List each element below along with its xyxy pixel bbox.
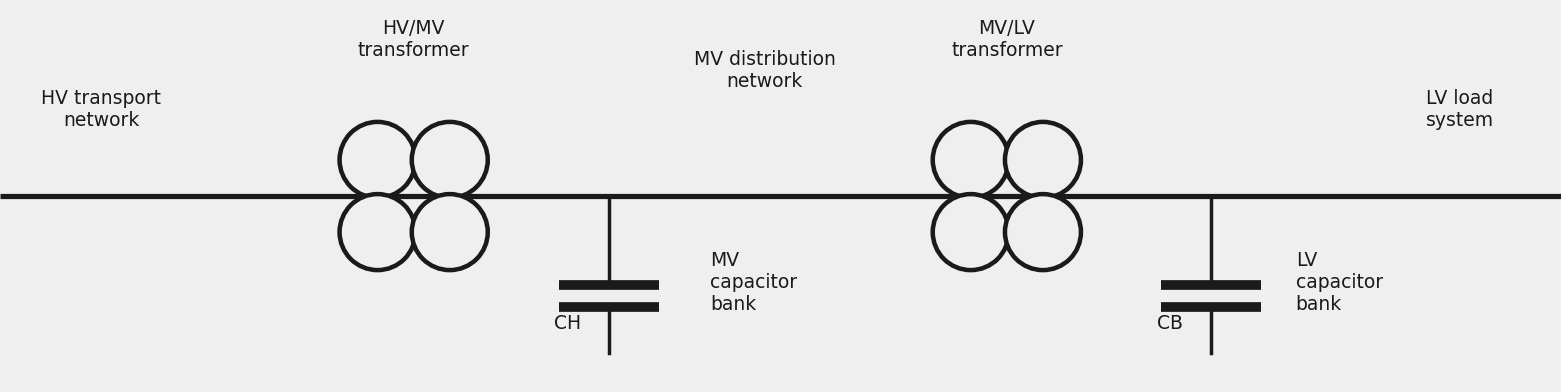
Text: MV
capacitor
bank: MV capacitor bank [710, 251, 798, 314]
Text: MV/LV
transformer: MV/LV transformer [951, 19, 1063, 60]
Circle shape [412, 194, 487, 270]
Text: MV distribution
network: MV distribution network [695, 50, 835, 91]
Text: HV transport
network: HV transport network [42, 89, 161, 130]
Text: CB: CB [1157, 314, 1183, 333]
Text: LV
capacitor
bank: LV capacitor bank [1296, 251, 1383, 314]
Circle shape [340, 122, 415, 198]
Circle shape [1005, 194, 1080, 270]
Circle shape [933, 194, 1008, 270]
Circle shape [1005, 122, 1080, 198]
Text: HV/MV
transformer: HV/MV transformer [357, 19, 470, 60]
Text: CH: CH [554, 314, 581, 333]
Circle shape [412, 122, 487, 198]
Text: LV load
system: LV load system [1425, 89, 1494, 130]
Circle shape [933, 122, 1008, 198]
Circle shape [340, 194, 415, 270]
